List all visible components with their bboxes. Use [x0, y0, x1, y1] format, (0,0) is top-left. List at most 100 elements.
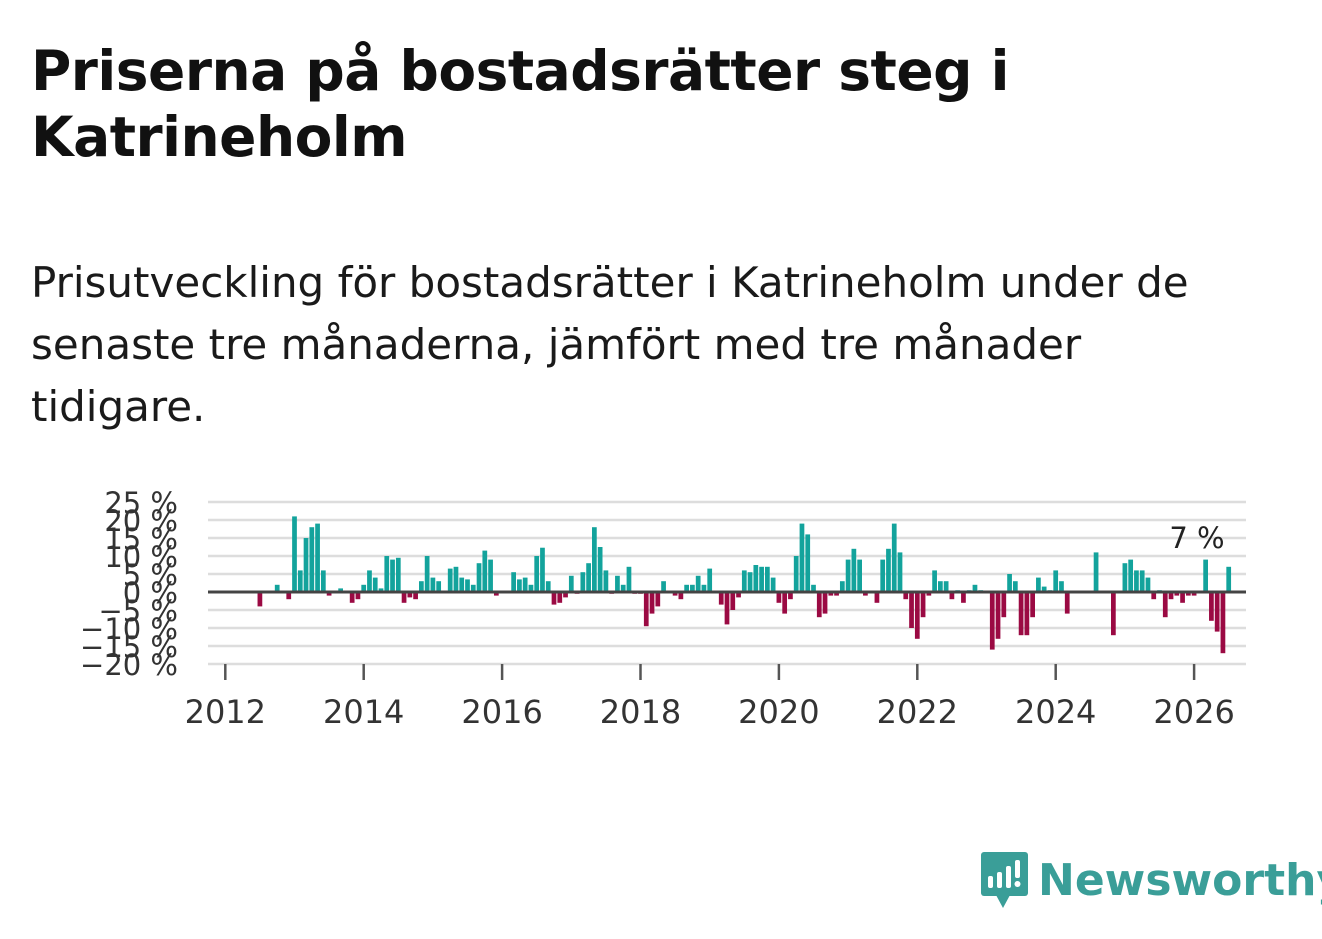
chart-subtitle: Prisutveckling för bostadsrätter i Katri… [31, 258, 1189, 431]
bar [274, 584, 280, 592]
bar [1214, 592, 1220, 632]
y-tick-label: −20 % [80, 648, 178, 682]
bar [511, 572, 516, 592]
bar [684, 584, 689, 592]
bar [701, 584, 707, 592]
bar [1036, 577, 1041, 592]
bar [661, 581, 666, 592]
bar [1111, 592, 1116, 636]
bar [672, 592, 678, 596]
bar [615, 575, 620, 592]
bar [303, 538, 309, 592]
bar [315, 523, 320, 592]
bar [1180, 592, 1185, 603]
x-tick-label: 2024 [1015, 693, 1096, 731]
bar [522, 577, 528, 592]
bar [730, 592, 736, 610]
bar [718, 592, 724, 605]
bar [799, 523, 805, 592]
bar [839, 581, 845, 592]
bar [1012, 581, 1018, 592]
bar [1001, 592, 1007, 618]
bar [695, 575, 701, 592]
brand-name: Newsworthy [1038, 854, 1322, 906]
bar [874, 592, 880, 603]
y-tick-label: 15 % [104, 522, 178, 556]
bar [395, 557, 401, 592]
bar [643, 592, 649, 627]
bar [1185, 592, 1191, 596]
y-tick-label: 0 % [123, 576, 178, 610]
bar [517, 579, 522, 592]
bar [470, 584, 476, 592]
bar [1128, 559, 1134, 592]
bar [326, 592, 332, 596]
latest-value-label: 7 % [1169, 521, 1224, 555]
bar [920, 592, 926, 618]
bar [540, 547, 545, 592]
bar [776, 592, 782, 603]
bar [938, 581, 943, 592]
bar [367, 570, 372, 592]
bar [1191, 592, 1197, 596]
bar [551, 592, 557, 605]
bar [1024, 592, 1030, 636]
bar [1053, 570, 1059, 592]
y-tick-label: 10 % [104, 540, 178, 574]
bar [320, 570, 326, 592]
bar [747, 572, 753, 592]
bar [545, 581, 551, 592]
bar [597, 547, 603, 592]
y-tick-label: 5 % [123, 558, 178, 592]
bar [828, 592, 834, 596]
bar [649, 592, 655, 614]
bar [568, 575, 574, 592]
bar [886, 548, 891, 592]
chart-title: Priserna på bostadsrätter steg i Katrine… [31, 39, 1010, 169]
bar [361, 584, 367, 592]
bar [926, 592, 932, 596]
bar [897, 552, 903, 592]
x-tick-label: 2018 [600, 693, 681, 731]
bar [453, 566, 459, 592]
bar [603, 570, 609, 592]
bar [811, 584, 816, 592]
bar-chart: 25 %20 %15 %10 %5 %0 %−5 %−10 %−15 %−20 … [80, 486, 1246, 731]
bar [528, 584, 534, 592]
bar [724, 592, 730, 625]
bar [932, 570, 937, 592]
bar [372, 577, 378, 592]
bar [488, 559, 493, 592]
bar [880, 559, 886, 592]
bars [257, 516, 1232, 654]
bar [1030, 592, 1035, 618]
bar [1209, 592, 1214, 621]
newsworthy-brand: Newsworthy [980, 850, 1322, 910]
bar [678, 592, 684, 600]
bar [834, 592, 839, 596]
bar [390, 559, 395, 592]
y-axis-labels: 25 %20 %15 %10 %5 %0 %−5 %−10 %−15 %−20 … [80, 486, 178, 682]
y-tick-label: −10 % [80, 612, 178, 646]
bar [741, 570, 747, 592]
bar [1093, 552, 1099, 592]
bar [816, 592, 822, 618]
bar [793, 556, 799, 592]
bar [759, 566, 764, 592]
bar [949, 592, 955, 600]
bar [413, 592, 418, 600]
bar [770, 577, 776, 592]
bar [349, 592, 355, 603]
bar [857, 559, 862, 592]
bar [424, 556, 430, 592]
gridlines [208, 500, 1246, 666]
bar [1203, 559, 1208, 592]
bar [257, 592, 263, 607]
bar [338, 588, 343, 592]
bar [1018, 592, 1024, 636]
bar [580, 572, 586, 592]
bar [355, 592, 361, 600]
x-tick-label: 2022 [877, 693, 958, 731]
bar [805, 534, 811, 592]
bar [1151, 592, 1157, 600]
